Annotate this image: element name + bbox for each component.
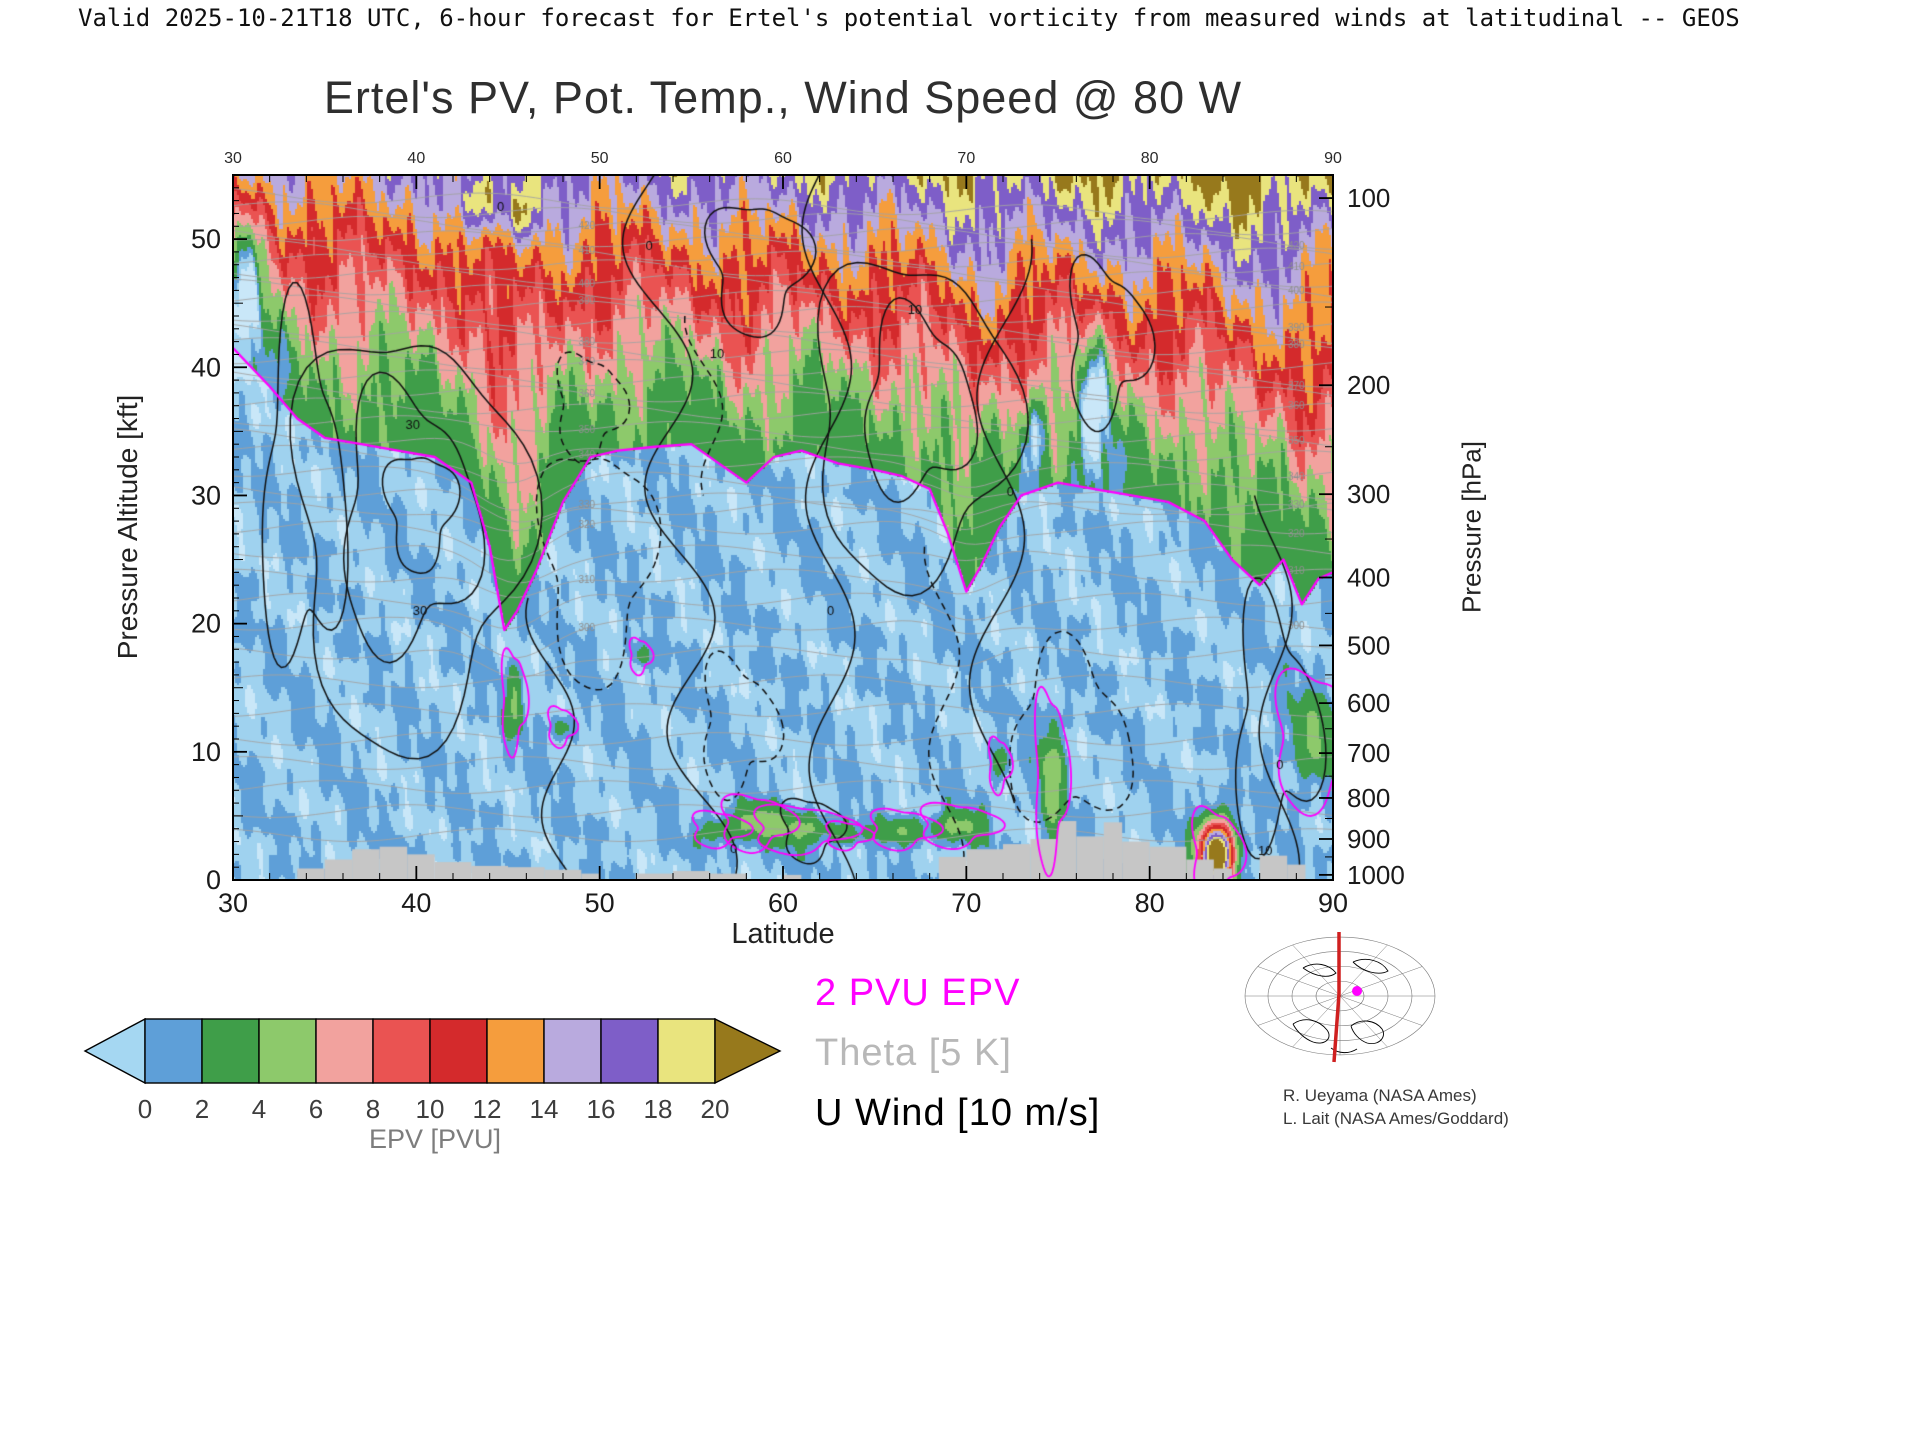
svg-text:30: 30	[218, 888, 248, 918]
station-marker	[1352, 986, 1362, 996]
svg-text:70: 70	[957, 150, 975, 167]
epv-colorbar: 0 2 4 6 8 10 12 14 16 18 20	[83, 1018, 782, 1124]
svg-text:60: 60	[774, 150, 792, 167]
svg-text:500: 500	[1347, 630, 1390, 660]
svg-text:0: 0	[206, 865, 221, 895]
svg-text:900: 900	[1347, 824, 1390, 854]
svg-text:50: 50	[585, 888, 615, 918]
colorbar-segment	[372, 1018, 431, 1084]
x-axis-title: Latitude	[731, 918, 835, 950]
colorbar-over-arrow	[714, 1018, 782, 1085]
svg-text:10: 10	[191, 737, 221, 767]
colorbar-segment	[429, 1018, 488, 1084]
colorbar-tick-label: 4	[252, 1094, 266, 1124]
y-right-axis-title: Pressure [hPa]	[1456, 441, 1487, 613]
colorbar-segment	[543, 1018, 602, 1084]
svg-text:50: 50	[591, 150, 609, 167]
svg-text:200: 200	[1347, 370, 1390, 400]
pv-cross-section-canvas	[233, 175, 1333, 880]
colorbar-tick-label: 8	[366, 1094, 380, 1124]
colorbar-segment	[258, 1018, 317, 1084]
colorbar-tick-label: 6	[309, 1094, 323, 1124]
colorbar-segment	[657, 1018, 716, 1084]
svg-text:40: 40	[407, 150, 425, 167]
svg-text:600: 600	[1347, 688, 1390, 718]
colorbar-under-arrow	[83, 1018, 146, 1085]
svg-text:50: 50	[191, 224, 221, 254]
svg-text:400: 400	[1347, 562, 1390, 592]
colorbar-tick-label: 10	[416, 1094, 445, 1124]
colorbar-tick-label: 20	[701, 1094, 730, 1124]
svg-text:20: 20	[191, 609, 221, 639]
svg-text:700: 700	[1347, 738, 1390, 768]
polar-map-inset	[1244, 932, 1436, 1063]
svg-text:90: 90	[1318, 888, 1348, 918]
colorbar-segment	[201, 1018, 260, 1084]
credit-line-1: R. Ueyama (NASA Ames)	[1283, 1086, 1477, 1105]
map-coastlines	[1292, 959, 1389, 1054]
colorbar-tick-label: 0	[138, 1094, 152, 1124]
cross-section-track	[1332, 932, 1341, 1063]
svg-text:1000: 1000	[1347, 860, 1405, 890]
colorbar-tick-label: 14	[530, 1094, 559, 1124]
svg-text:40: 40	[401, 888, 431, 918]
svg-text:800: 800	[1347, 783, 1390, 813]
colorbar-segment	[315, 1018, 374, 1084]
svg-text:40: 40	[191, 352, 221, 382]
colorbar-label: EPV [PVU]	[368, 1124, 502, 1154]
svg-text:30: 30	[224, 150, 242, 167]
colorbar-tick-label: 12	[473, 1094, 502, 1124]
svg-text:90: 90	[1324, 150, 1342, 167]
svg-text:300: 300	[1347, 479, 1390, 509]
colorbar-tick-label: 18	[644, 1094, 673, 1124]
legend-u-wind: U Wind [10 m/s]	[815, 1092, 1101, 1134]
svg-text:70: 70	[951, 888, 981, 918]
legend-2pvu-epv: 2 PVU EPV	[815, 972, 1021, 1014]
chart-title: Ertel's PV, Pot. Temp., Wind Speed @ 80 …	[323, 72, 1243, 123]
legend-theta: Theta [5 K]	[815, 1032, 1012, 1074]
forecast-valid-line: Valid 2025-10-21T18 UTC, 6-hour forecast…	[78, 4, 1740, 32]
svg-text:80: 80	[1141, 150, 1159, 167]
svg-text:30: 30	[191, 480, 221, 510]
credit-line-2: L. Lait (NASA Ames/Goddard)	[1283, 1109, 1509, 1128]
svg-text:60: 60	[768, 888, 798, 918]
colorbar-tick-label: 16	[587, 1094, 616, 1124]
colorbar-segment	[144, 1018, 203, 1084]
y-left-axis-title: Pressure Altitude [kft]	[112, 394, 143, 660]
colorbar-segment	[600, 1018, 659, 1084]
colorbar-segment	[486, 1018, 545, 1084]
svg-text:100: 100	[1347, 183, 1390, 213]
svg-text:80: 80	[1135, 888, 1165, 918]
colorbar-tick-label: 2	[195, 1094, 209, 1124]
